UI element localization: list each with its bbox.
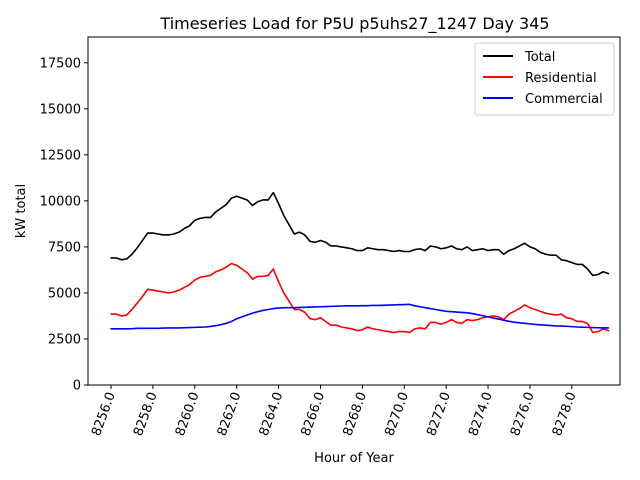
y-tick-label: 12500 <box>40 148 81 163</box>
series-line-total <box>110 191 610 277</box>
legend-label-residential: Residential <box>525 71 597 86</box>
legend-label-total: Total <box>524 50 555 65</box>
series-line-commercial <box>110 303 610 330</box>
y-tick-label: 10000 <box>40 194 81 209</box>
y-tick-label: 7500 <box>48 240 81 255</box>
series-line-residential <box>110 262 610 334</box>
y-tick-label: 5000 <box>48 286 81 301</box>
y-tick-label: 17500 <box>40 56 81 71</box>
y-tick-label: 15000 <box>40 102 81 117</box>
legend-label-commercial: Commercial <box>525 92 603 107</box>
y-axis-label: kW total <box>14 184 29 238</box>
series-layer <box>110 191 610 334</box>
plot-frame <box>87 36 621 386</box>
legend: Total Residential Commercial <box>474 42 615 116</box>
y-axis: 0 2500 5000 7500 10000 12500 15000 17500 <box>40 56 88 394</box>
y-tick-label: 0 <box>73 379 81 394</box>
chart-title: Timeseries Load for P5U p5uhs27_1247 Day… <box>159 14 549 34</box>
x-axis-label: Hour of Year <box>314 451 394 466</box>
y-tick-label: 2500 <box>48 332 81 347</box>
